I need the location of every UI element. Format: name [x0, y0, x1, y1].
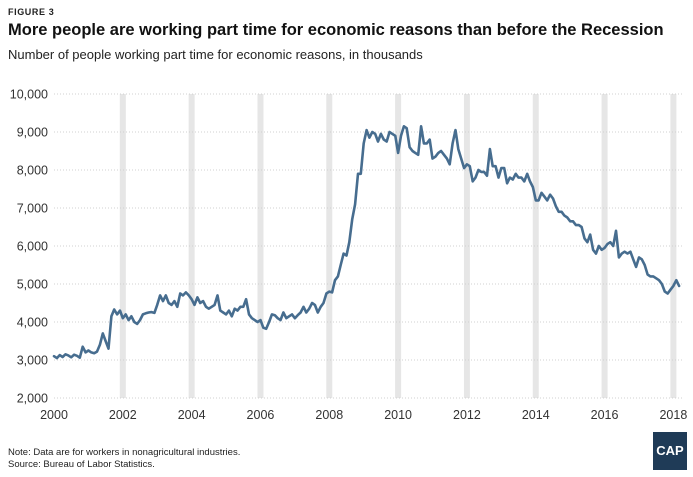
- y-tick-label: 3,000: [17, 354, 48, 368]
- x-tick-label: 2008: [315, 408, 343, 422]
- y-tick-label: 7,000: [17, 202, 48, 216]
- y-axis-labels: 2,000 3,000 4,000 5,000 6,000 7,000 8,000 9,000…: [10, 88, 48, 406]
- y-tick-label: 9,000: [17, 126, 48, 140]
- x-tick-label: 2006: [247, 408, 275, 422]
- x-tick-label: 2000: [40, 408, 68, 422]
- y-tick-label: 10,000: [10, 88, 48, 102]
- source-text: Source: Bureau of Labor Statistics.: [8, 459, 155, 470]
- note-text: Note: Data are for workers in nonagricul…: [8, 447, 241, 458]
- x-tick-label: 2018: [659, 408, 687, 422]
- year-band-2014: [532, 94, 539, 398]
- year-band-2002: [119, 94, 126, 398]
- y-tick-label: 2,000: [17, 392, 48, 406]
- x-tick-label: 2004: [178, 408, 206, 422]
- series-lines: [52, 125, 681, 360]
- y-tick-label: 6,000: [17, 240, 48, 254]
- y-tick-label: 4,000: [17, 316, 48, 330]
- x-axis-labels: 2000 2002 2004 2006 2008 2010 2012 2014 2016 2018: [40, 408, 687, 422]
- x-tick-label: 2014: [522, 408, 550, 422]
- x-tick-label: 2016: [591, 408, 619, 422]
- year-band-2004: [188, 94, 195, 398]
- year-band-2010: [395, 94, 402, 398]
- chart-subtitle: Number of people working part time for e…: [8, 47, 423, 62]
- x-tick-label: 2012: [453, 408, 481, 422]
- chart-title: More people are working part time for ec…: [8, 21, 664, 39]
- chart-notes: Note: Data are for workers in nonagricul…: [8, 447, 240, 471]
- figure-label: FIGURE 3: [8, 7, 55, 17]
- gridlines: [54, 93, 682, 399]
- y-tick-label: 8,000: [17, 164, 48, 178]
- year-band-2018: [670, 94, 677, 398]
- x-tick-label: 2002: [109, 408, 137, 422]
- cap-logo: CAP: [653, 432, 687, 470]
- year-band-2012: [463, 94, 470, 398]
- y-tick-label: 5,000: [17, 278, 48, 292]
- year-band-2008: [326, 94, 333, 398]
- x-tick-label: 2010: [384, 408, 412, 422]
- series-line-0: [52, 125, 681, 360]
- year-band-2006: [257, 94, 264, 398]
